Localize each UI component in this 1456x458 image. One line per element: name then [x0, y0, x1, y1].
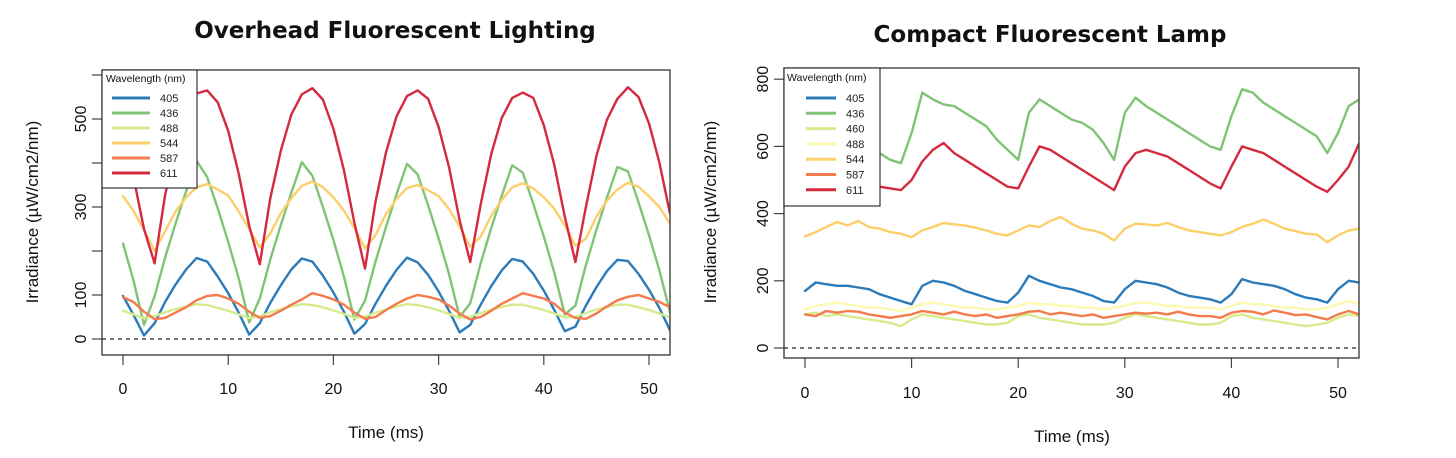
y-tick-label: 0: [755, 343, 772, 352]
legend-label-488: 488: [846, 139, 864, 151]
legend-label-587: 587: [160, 153, 178, 165]
x-tick-label: 50: [640, 381, 658, 398]
x-axis: 0 10 20 30 40 50: [801, 358, 1347, 402]
y-tick-label: 100: [73, 282, 90, 309]
x-tick-label: 30: [430, 381, 448, 398]
compact-fluorescent-chart: Compact Fluorescent Lamp Irradiance (µW/…: [701, 22, 1360, 446]
legend-label-611: 611: [160, 168, 178, 180]
x-tick-label: 20: [1009, 385, 1027, 402]
legend-label-611: 611: [846, 185, 864, 197]
plot-frame: [101, 69, 671, 356]
legend-title: Wavelength (nm): [106, 73, 186, 85]
x-tick-label: 10: [903, 385, 921, 402]
legend-label-587: 587: [846, 170, 864, 182]
series-line-436: [121, 159, 670, 327]
x-tick-label: 0: [801, 385, 810, 402]
overhead-fluorescent-chart: Overhead Fluorescent Lighting Irradiance…: [23, 18, 671, 442]
legend-label-460: 460: [846, 124, 864, 136]
series-line-488: [803, 299, 1359, 313]
x-axis-title: Time (ms): [348, 423, 424, 442]
series-line-488: [121, 303, 670, 320]
series-line-405: [803, 274, 1359, 306]
x-tick-label: 20: [325, 381, 343, 398]
y-tick-label: 200: [755, 267, 772, 294]
y-axis: 0 100 300 500: [73, 74, 102, 343]
y-tick-label: 400: [755, 200, 772, 227]
legend-items: 405 436 488 544 587 611: [112, 93, 178, 180]
series-line-611: [803, 141, 1359, 193]
legend-label-405: 405: [160, 93, 178, 105]
legend-box: [783, 67, 881, 207]
legend-label-488: 488: [160, 123, 178, 135]
series-line-405: [121, 256, 670, 337]
y-tick-label: 500: [73, 106, 90, 133]
plot-frame: [783, 67, 1360, 359]
x-tick-label: 0: [119, 381, 128, 398]
y-tick-label: 600: [755, 133, 772, 160]
chart-title: Overhead Fluorescent Lighting: [194, 18, 596, 44]
x-axis: 0 10 20 30 40 50: [119, 355, 658, 398]
legend-label-544: 544: [846, 154, 864, 166]
series-layer: [803, 88, 1359, 328]
legend: Wavelength (nm) 405 436 460 488 544 587 611: [783, 67, 881, 207]
legend-title: Wavelength (nm): [787, 72, 867, 84]
y-tick-label: 0: [73, 334, 90, 343]
series-line-436: [803, 88, 1359, 165]
x-tick-label: 40: [1223, 385, 1241, 402]
x-tick-label: 30: [1116, 385, 1134, 402]
legend-label-544: 544: [160, 138, 178, 150]
series-line-587: [121, 292, 670, 321]
y-axis: 0 200 400 600 800: [755, 66, 784, 352]
series-line-611: [121, 86, 670, 270]
series-line-544: [803, 215, 1359, 244]
series-line-587: [803, 309, 1359, 321]
legend-label-405: 405: [846, 93, 864, 105]
x-tick-label: 40: [535, 381, 553, 398]
series-line-460: [803, 311, 1359, 328]
y-axis-title: Irradiance (µW/cm2/nm): [701, 121, 720, 304]
x-tick-label: 10: [219, 381, 237, 398]
y-tick-label: 800: [755, 66, 772, 93]
legend: Wavelength (nm) 405 436 488 544 587 611: [101, 69, 198, 189]
legend-label-436: 436: [160, 108, 178, 120]
legend-label-436: 436: [846, 108, 864, 120]
legend-items: 405 436 460 488 544 587 611: [806, 93, 864, 197]
x-axis-title: Time (ms): [1034, 427, 1110, 446]
x-tick-label: 50: [1329, 385, 1347, 402]
chart-title: Compact Fluorescent Lamp: [874, 22, 1227, 48]
y-tick-label: 300: [73, 194, 90, 221]
series-layer: [121, 86, 670, 337]
y-axis-title: Irradiance (µW/cm2/nm): [23, 121, 42, 304]
